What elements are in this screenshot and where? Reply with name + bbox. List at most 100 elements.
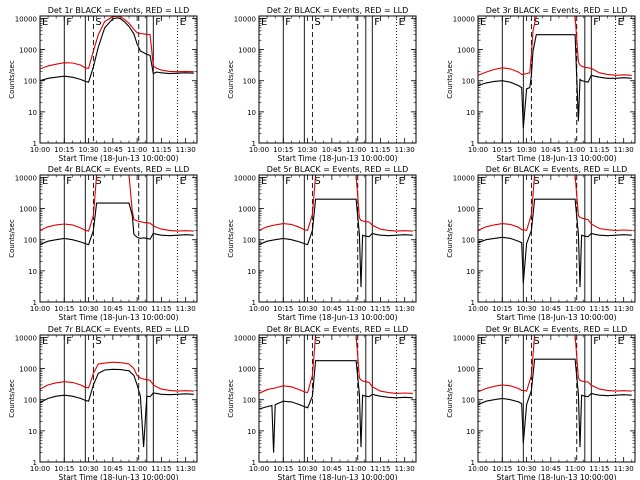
x-tick-label: 10:30 [78, 465, 98, 473]
panel-1: Det 1r BLACK = Events, RED = LLD 1 10 100 10… [8, 6, 198, 163]
panel-title: Det 1r BLACK = Events, RED = LLD [48, 6, 190, 15]
x-tick-label: 10:30 [516, 305, 536, 313]
x-axis-label: Start Time (18-Jun-13 10:00:00) [59, 313, 179, 322]
mode-marker-label: E [618, 176, 624, 187]
series-lines [259, 175, 413, 288]
panel-9: Det 9r BLACK = Events, RED = LLD 1 10 100 10… [446, 325, 636, 480]
y-tick-label: 100 [462, 237, 475, 245]
mode-marker-label: E [399, 336, 405, 347]
y-tick-label: 1 [252, 459, 256, 467]
x-tick-label: 10:30 [297, 465, 317, 473]
lld-series-line [478, 335, 632, 393]
mode-marker-label: S [314, 336, 320, 347]
x-tick-label: 10:45 [322, 305, 342, 313]
x-tick-label: 10:15 [54, 465, 74, 473]
mode-marker-label: F [155, 17, 161, 28]
lld-series-line [40, 361, 194, 392]
mode-marker-label: E [261, 176, 267, 187]
y-tick-label: 10 [247, 109, 256, 117]
y-tick-label: 100 [243, 78, 256, 86]
x-tick-label: 11:30 [176, 465, 196, 473]
x-tick-label: 10:30 [78, 146, 98, 154]
y-tick-label: 10 [247, 428, 256, 436]
y-axis-label: Counts/sec [8, 379, 16, 418]
panel-5: Det 5r BLACK = Events, RED = LLD 1 10 100 10… [227, 165, 417, 322]
mode-marker-label: F [285, 336, 291, 347]
y-tick-label: 10 [28, 268, 37, 276]
mode-marker-label: F [504, 336, 510, 347]
x-tick-label: 11:15 [151, 146, 171, 154]
y-tick-label: 1000 [19, 47, 37, 55]
x-tick-label: 10:15 [492, 146, 512, 154]
mode-marker-label: S [533, 17, 539, 28]
x-tick-label: 10:00 [249, 305, 269, 313]
lld-series-line [478, 16, 632, 76]
x-tick-label: 11:00 [346, 305, 366, 313]
events-series-line [259, 198, 413, 288]
x-tick-label: 10:00 [30, 146, 50, 154]
panel-frame [39, 15, 198, 144]
y-axis-label: Counts/sec [446, 379, 454, 418]
y-axis-label: Counts/sec [227, 379, 235, 418]
mode-markers [259, 175, 398, 302]
panel-title: Det 5r BLACK = Events, RED = LLD [267, 165, 409, 174]
x-tick-label: 11:15 [370, 465, 390, 473]
x-tick-label: 10:00 [468, 305, 488, 313]
y-tick-label: 1 [33, 299, 37, 307]
mode-marker-label: S [95, 176, 101, 187]
y-tick-label: 10 [466, 109, 475, 117]
x-tick-label: 10:00 [30, 465, 50, 473]
mode-marker-label: E [618, 17, 624, 28]
mode-marker-label: E [261, 17, 267, 28]
x-tick-label: 10:45 [103, 305, 123, 313]
y-tick-label: 100 [243, 397, 256, 405]
y-tick-label: 1 [471, 299, 475, 307]
panel-frame [39, 174, 198, 303]
y-axis-label: Counts/sec [8, 219, 16, 258]
mode-marker-label: F [374, 336, 380, 347]
x-tick-label: 10:15 [492, 305, 512, 313]
x-tick-label: 11:15 [151, 305, 171, 313]
x-tick-label: 11:15 [151, 465, 171, 473]
y-tick-label: 10000 [15, 174, 37, 182]
panel-title: Det 2r BLACK = Events, RED = LLD [267, 6, 409, 15]
mode-marker-label: E [42, 176, 48, 187]
mode-marker-label: F [66, 336, 72, 347]
events-series-line [40, 202, 194, 246]
x-tick-label: 11:15 [589, 146, 609, 154]
x-tick-label: 10:00 [30, 305, 50, 313]
x-tick-label: 10:45 [541, 305, 561, 313]
x-tick-label: 11:30 [176, 146, 196, 154]
mode-marker-label: S [95, 336, 101, 347]
x-tick-label: 10:30 [297, 305, 317, 313]
mode-marker-label: F [66, 176, 72, 187]
events-series-line [478, 198, 632, 288]
x-tick-label: 11:30 [614, 146, 634, 154]
series-lines [478, 16, 632, 129]
x-tick-label: 10:45 [541, 465, 561, 473]
x-tick-label: 10:15 [273, 305, 293, 313]
mode-marker-label: S [314, 17, 320, 28]
panel-frame [258, 15, 417, 144]
y-tick-label: 1000 [457, 206, 475, 214]
x-tick-label: 10:00 [249, 146, 269, 154]
mode-marker-label: F [504, 176, 510, 187]
mode-marker-label: F [155, 176, 161, 187]
mode-marker-label: E [180, 336, 186, 347]
x-tick-label: 10:30 [78, 305, 98, 313]
x-tick-label: 10:45 [322, 465, 342, 473]
mode-marker-label: S [533, 336, 539, 347]
panel-frame [258, 334, 417, 463]
y-tick-label: 1000 [19, 206, 37, 214]
panel-title: Det 9r BLACK = Events, RED = LLD [486, 325, 628, 334]
x-tick-label: 11:15 [370, 305, 390, 313]
y-axis-label: Counts/sec [227, 219, 235, 258]
panel-title: Det 3r BLACK = Events, RED = LLD [486, 6, 628, 15]
mode-marker-label: E [261, 336, 267, 347]
x-axis-label: Start Time (18-Jun-13 10:00:00) [278, 313, 398, 322]
y-tick-label: 1 [252, 299, 256, 307]
x-tick-label: 11:15 [589, 465, 609, 473]
y-tick-label: 10000 [234, 334, 256, 342]
x-tick-label: 10:45 [103, 146, 123, 154]
